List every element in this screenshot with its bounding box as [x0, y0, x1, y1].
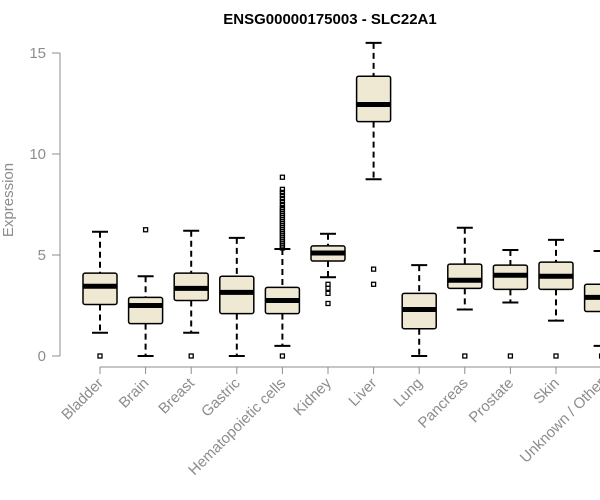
- x-tick-label: Pancreas: [415, 375, 472, 432]
- outlier-point: [325, 290, 331, 297]
- outlier-point: [279, 198, 286, 205]
- outlier-point: [279, 204, 286, 211]
- outlier-point: [188, 353, 194, 359]
- box-brain: [127, 227, 164, 357]
- outlier-point: [279, 186, 286, 193]
- chart-title: ENSG00000175003 - SLC22A1: [223, 11, 436, 28]
- x-tick-label: Prostate: [466, 375, 518, 427]
- iqr-box: [127, 296, 164, 325]
- iqr-box: [355, 75, 392, 123]
- x-tick-label: Skin: [530, 375, 563, 408]
- x-tick-label: Lung: [390, 375, 426, 411]
- outlier-point: [462, 353, 468, 359]
- iqr-box: [219, 275, 255, 315]
- outlier-point: [142, 227, 149, 233]
- box-pancreas: [447, 226, 483, 359]
- box-gastric: [219, 236, 255, 357]
- outlier-point: [97, 353, 103, 359]
- outlier-point: [279, 201, 286, 208]
- outlier-point: [279, 353, 286, 359]
- box-liver: [355, 41, 392, 287]
- y-tick-label: 15: [29, 45, 46, 62]
- outlier-point: [507, 353, 514, 359]
- outlier-point: [325, 300, 331, 307]
- box-unknown-other: [583, 249, 600, 359]
- box-lung: [401, 264, 437, 357]
- box-breast: [173, 229, 209, 359]
- x-tick-label: Bladder: [58, 375, 107, 424]
- outlier-point: [370, 266, 377, 272]
- y-tick-label: 10: [29, 146, 46, 163]
- box-skin: [538, 238, 574, 359]
- box-kidney: [310, 232, 346, 307]
- y-axis: 0 5 10 15: [29, 45, 61, 365]
- outlier-point: [325, 281, 331, 287]
- box-prostate: [492, 248, 529, 359]
- box-hematopoietic-cells: [264, 174, 301, 359]
- y-tick-label: 0: [38, 348, 46, 365]
- outlier-point: [279, 189, 286, 196]
- y-axis-label: Expression: [0, 163, 17, 237]
- outlier-point: [279, 192, 286, 199]
- iqr-box: [82, 272, 118, 306]
- outlier-point: [553, 353, 559, 359]
- box-bladder: [82, 230, 118, 359]
- boxes: [82, 41, 600, 359]
- iqr-box: [447, 263, 483, 290]
- x-tick-label: Brain: [116, 375, 153, 412]
- x-tick-label: Kidney: [290, 374, 335, 419]
- x-tick-label: Liver: [345, 375, 380, 410]
- outlier-point: [279, 174, 286, 180]
- outlier-point: [370, 281, 377, 287]
- x-tick-label: Breast: [155, 374, 198, 417]
- y-tick-label: 5: [38, 247, 46, 264]
- outlier-point: [279, 195, 286, 202]
- x-tick-label: Gastric: [198, 374, 244, 420]
